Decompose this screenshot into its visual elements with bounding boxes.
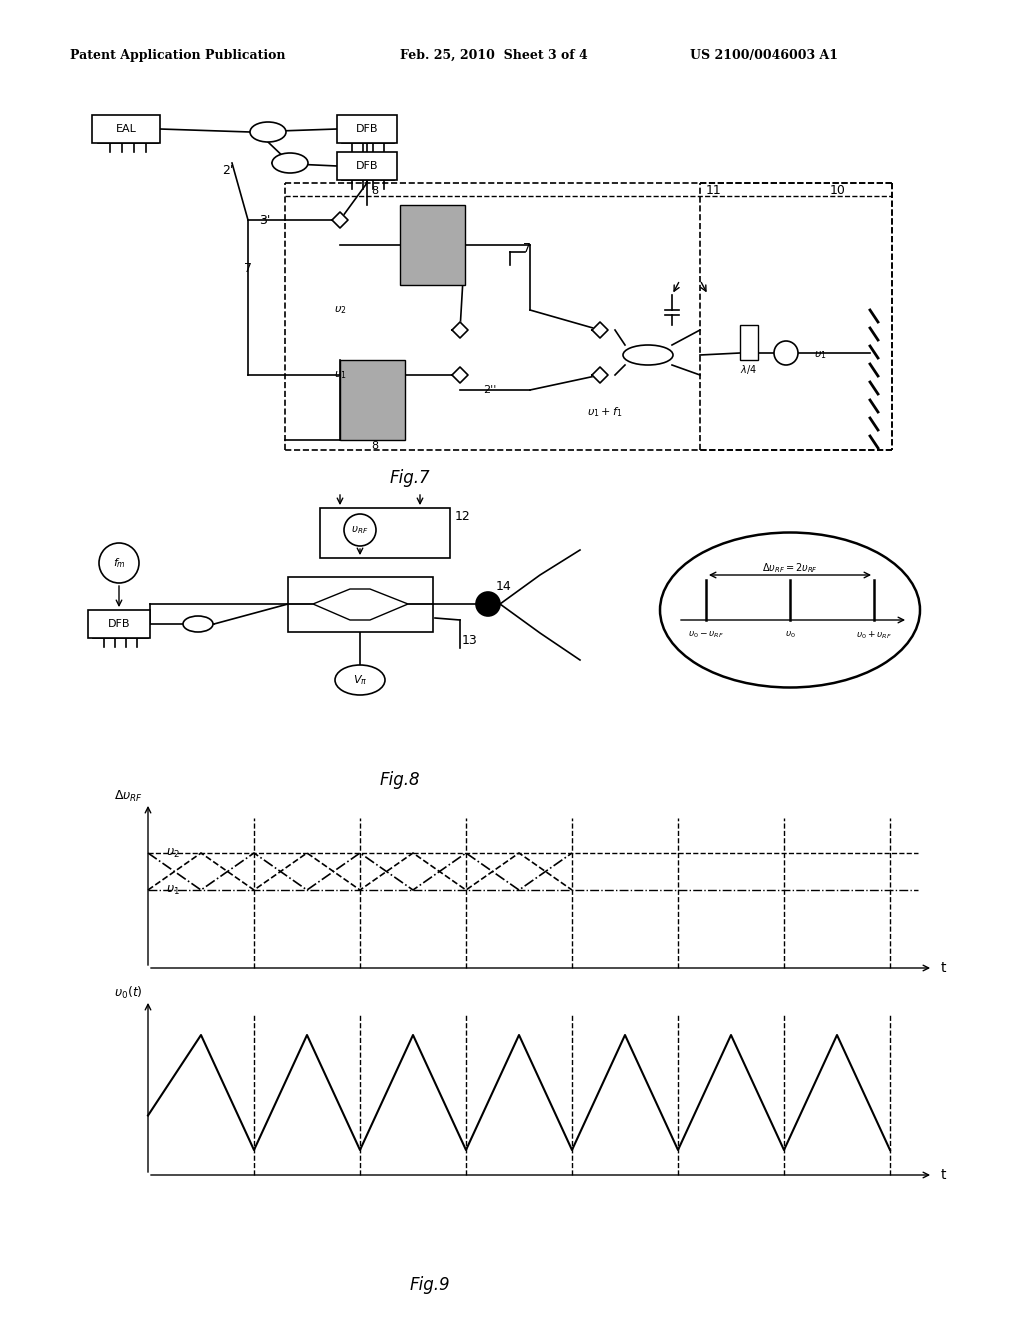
Bar — [337, 152, 397, 180]
Text: Fig.7: Fig.7 — [390, 469, 430, 487]
Text: EAL: EAL — [116, 124, 136, 135]
Text: Patent Application Publication: Patent Application Publication — [70, 49, 286, 62]
Ellipse shape — [623, 345, 673, 366]
Circle shape — [99, 543, 139, 583]
Text: $\upsilon_0(t)$: $\upsilon_0(t)$ — [115, 985, 143, 1001]
Bar — [92, 115, 160, 143]
Ellipse shape — [272, 153, 308, 173]
Text: 7: 7 — [244, 261, 252, 275]
Circle shape — [476, 591, 500, 616]
Text: $\upsilon_0+\upsilon_{RF}$: $\upsilon_0+\upsilon_{RF}$ — [856, 630, 892, 640]
Text: $\Delta\upsilon_{RF}$: $\Delta\upsilon_{RF}$ — [114, 788, 143, 804]
Ellipse shape — [250, 121, 286, 143]
Text: $\lambda/4$: $\lambda/4$ — [740, 363, 758, 376]
Text: 14: 14 — [496, 579, 512, 593]
Text: $\upsilon_0$: $\upsilon_0$ — [784, 630, 796, 640]
Text: 11: 11 — [706, 183, 722, 197]
Bar — [337, 115, 397, 143]
Text: DFB: DFB — [355, 124, 378, 135]
Text: $\Delta\upsilon_{RF}=2\upsilon_{RF}$: $\Delta\upsilon_{RF}=2\upsilon_{RF}$ — [762, 561, 818, 576]
Bar — [740, 325, 758, 360]
Text: 8: 8 — [372, 186, 379, 195]
Text: $\upsilon_1$: $\upsilon_1$ — [334, 370, 346, 381]
Text: $V_\pi$: $V_\pi$ — [353, 673, 368, 686]
Polygon shape — [592, 367, 608, 383]
Bar — [288, 577, 433, 632]
Text: 8: 8 — [372, 441, 379, 451]
Text: 10: 10 — [830, 183, 846, 197]
Polygon shape — [332, 213, 348, 228]
Ellipse shape — [335, 665, 385, 696]
Text: 13: 13 — [462, 634, 478, 647]
Text: 7: 7 — [523, 242, 531, 255]
Ellipse shape — [183, 616, 213, 632]
Text: $\upsilon_0-\upsilon_{RF}$: $\upsilon_0-\upsilon_{RF}$ — [688, 630, 724, 640]
Polygon shape — [452, 322, 468, 338]
Text: 12: 12 — [455, 510, 471, 523]
Ellipse shape — [660, 532, 920, 688]
Text: Feb. 25, 2010  Sheet 3 of 4: Feb. 25, 2010 Sheet 3 of 4 — [400, 49, 588, 62]
Text: Fig.9: Fig.9 — [410, 1276, 451, 1294]
Text: US 2100/0046003 A1: US 2100/0046003 A1 — [690, 49, 838, 62]
Text: 2': 2' — [222, 164, 233, 177]
Polygon shape — [452, 367, 468, 383]
Bar — [340, 360, 406, 440]
Text: $\upsilon_{RF}$: $\upsilon_{RF}$ — [351, 524, 369, 536]
Text: DFB: DFB — [355, 161, 378, 172]
Text: Fig.8: Fig.8 — [380, 771, 420, 789]
Text: DFB: DFB — [108, 619, 130, 630]
Text: 2'': 2'' — [483, 385, 497, 395]
Text: $\upsilon_2$: $\upsilon_2$ — [334, 304, 346, 315]
Text: $\upsilon_1$: $\upsilon_1$ — [814, 348, 826, 360]
Text: t: t — [940, 961, 946, 975]
Circle shape — [344, 513, 376, 546]
Polygon shape — [592, 322, 608, 338]
Text: $\upsilon_1 + f_1$: $\upsilon_1 + f_1$ — [587, 405, 623, 418]
Text: $\upsilon_2$: $\upsilon_2$ — [166, 846, 180, 859]
Text: $f_m$: $f_m$ — [113, 556, 126, 570]
Bar — [88, 610, 150, 638]
Circle shape — [774, 341, 798, 366]
Text: 3': 3' — [259, 214, 270, 227]
Text: t: t — [940, 1168, 946, 1181]
Bar — [319, 508, 450, 558]
Bar — [400, 205, 465, 285]
Text: $\upsilon_1$: $\upsilon_1$ — [166, 883, 180, 896]
